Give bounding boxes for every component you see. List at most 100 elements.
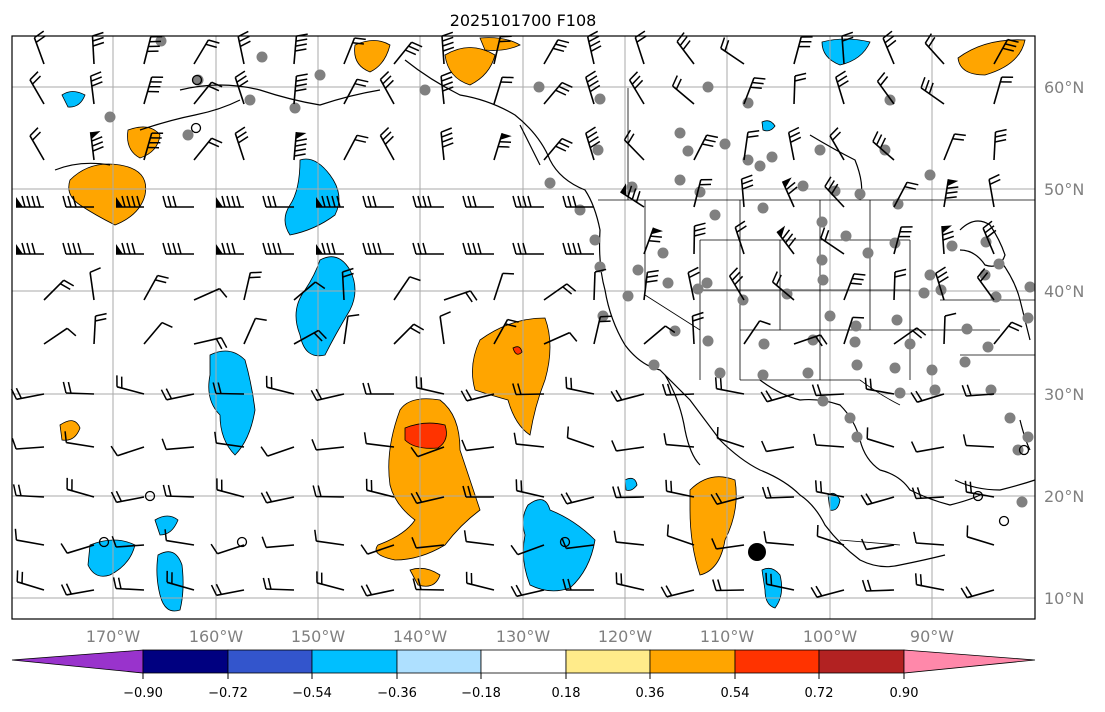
wind-barb [693,134,719,161]
barb-feather [676,32,685,43]
barb-staff [165,495,195,498]
barb-staff [965,444,995,448]
figure-title: 2025101700 F108 [450,11,597,30]
wind-barb [143,76,164,105]
barb-feather [238,35,250,43]
wind-barb [793,36,813,65]
wind-barb [585,126,601,161]
barb-feather [336,195,341,208]
wind-barb [440,127,454,161]
wind-barb [512,195,544,208]
barb-feather [810,587,818,598]
barb-feather [620,573,623,585]
barb-feather [112,577,117,589]
barb-feather [634,79,644,90]
wind-barb [212,382,245,395]
barb-feather [860,494,868,506]
barb-feather [208,39,220,44]
lat-label-10: 10°N [1044,589,1084,608]
barb-feather [467,242,472,255]
wind-barb [861,579,895,592]
barb-feather [441,137,453,143]
barb-feather [650,235,662,238]
wind-barb [820,227,845,255]
barb-feather [160,389,168,401]
wind-barb [610,389,645,402]
barb-feather [417,242,422,255]
barb-feather [239,40,251,48]
barb-feather [811,384,817,396]
wind-barb [613,530,645,546]
barb-feather [92,36,104,42]
wind-barb [512,383,545,396]
wind-barb [623,129,645,161]
barb-feather [629,71,639,81]
wind-barb [260,491,295,504]
barb-feather [761,440,767,452]
wind-barb [693,222,706,255]
station-marker [632,264,644,276]
barb-feather [865,493,873,504]
barb-feather [472,242,477,255]
wind-barb [543,81,573,105]
barb-feather [787,186,798,195]
station-marker [850,320,862,332]
barb-feather [765,390,773,401]
lon-label-110w: 110°W [700,627,755,646]
barb-feather [719,378,723,390]
station-marker-open [972,490,984,502]
barb-feather [219,288,228,298]
wind-barb [162,484,195,498]
barb-feather [869,378,873,391]
wind-barb [585,70,601,105]
barb-feather [29,127,39,137]
barb-staff [166,446,195,451]
lat-label-50: 50°N [1044,180,1084,199]
station-marker [816,216,828,228]
barb-feather [162,242,167,255]
wind-barb [343,37,366,65]
barb-feather [555,145,567,152]
barb-feather [422,195,427,208]
barb-feather [267,242,272,255]
station-marker [929,384,941,396]
wind-barb [415,376,445,395]
barb-feather [717,579,722,591]
colorbar-cell [142,649,229,674]
wind-barb [93,312,107,345]
wind-barb [362,242,394,255]
wind-barb [493,272,515,301]
shaded-region [472,317,551,436]
wind-barb [663,433,695,448]
wind-barb [943,179,959,208]
barb-feather [354,138,367,143]
barb-feather [29,71,39,81]
barb-pennant [942,225,952,234]
colorbar-cells [11,649,1036,674]
barb-feather [262,242,267,255]
barb-feather [205,43,218,49]
barb-feather [879,137,887,149]
barb-feather [586,75,598,83]
wind-barb [966,525,995,546]
barb-feather [759,320,771,326]
station-marker [1016,496,1028,508]
coastline [759,379,981,506]
wind-barb [461,439,495,452]
shaded-region [409,567,441,587]
shaded-region [444,47,496,86]
barb-feather [382,75,392,85]
barb-feather [752,81,764,85]
barb-feather [417,578,422,590]
barb-feather [367,242,372,255]
wind-barb [566,426,595,448]
barb-staff [343,316,349,345]
station-marker [824,310,836,322]
barb-feather [363,432,367,444]
barb-feather [836,75,848,83]
station-marker [851,359,863,371]
barb-staff [616,446,645,452]
barb-feather [666,524,670,536]
shaded-region [156,551,184,612]
barb-feather [886,39,897,48]
